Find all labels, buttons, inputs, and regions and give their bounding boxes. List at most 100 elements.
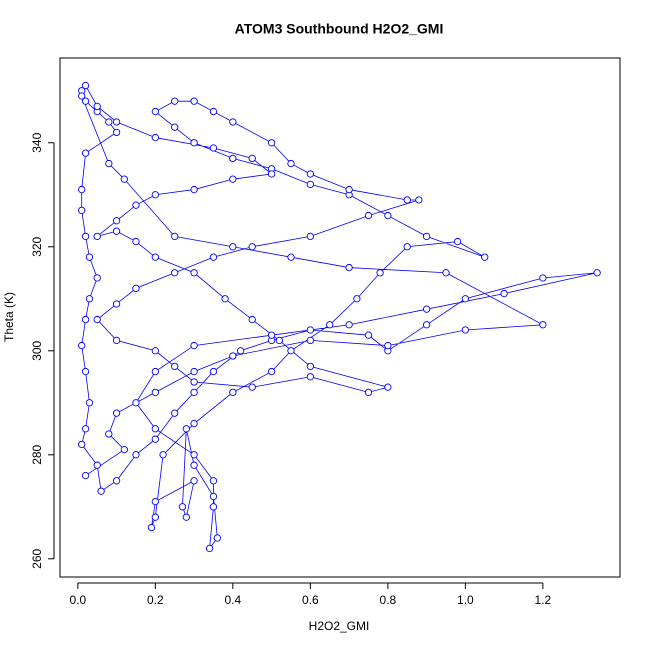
data-point (190, 269, 198, 277)
data-point (275, 336, 283, 345)
y-axis-label: Theta (K) (2, 292, 16, 342)
y-tick-label: 300 (30, 340, 44, 360)
x-tick-label: 0.0 (69, 593, 86, 607)
data-point (209, 144, 218, 152)
data-point (229, 388, 237, 397)
data-point (78, 92, 86, 100)
data-point (229, 352, 237, 360)
data-point (190, 388, 198, 397)
data-point (171, 97, 179, 105)
data-point (112, 227, 121, 235)
data-point (81, 97, 90, 105)
data-point (229, 175, 237, 183)
data-point (151, 388, 159, 397)
data-point (81, 315, 90, 324)
y-tick-label: 260 (30, 548, 44, 568)
data-point (78, 341, 86, 350)
data-point (112, 300, 121, 308)
x-tick-label: 0.2 (147, 593, 164, 607)
data-point (93, 461, 101, 469)
data-point (85, 399, 94, 407)
data-point (326, 321, 334, 329)
data-point (85, 295, 94, 303)
data-point (97, 487, 105, 495)
data-point (151, 107, 159, 116)
data-point (171, 409, 179, 417)
data-point (132, 284, 140, 293)
data-point (384, 383, 392, 391)
data-point (422, 321, 431, 329)
data-point (248, 243, 256, 251)
data-point (248, 154, 256, 163)
data-point (205, 544, 214, 553)
data-point (306, 170, 315, 178)
data-point (415, 196, 423, 204)
data-point (209, 477, 218, 485)
data-point (248, 315, 256, 324)
y-tick-label: 280 (30, 444, 44, 464)
data-point (132, 237, 140, 246)
data-point (539, 321, 547, 329)
data-point (93, 102, 101, 111)
data-point (384, 341, 392, 350)
x-axis-label: H2O2_GMI (309, 619, 370, 633)
data-point (461, 295, 470, 303)
data-point (221, 295, 229, 303)
data-point (93, 315, 101, 324)
data-point (500, 289, 508, 298)
data-point (364, 211, 373, 220)
data-point (287, 253, 295, 261)
data-point (364, 331, 373, 339)
data-point (178, 503, 187, 511)
data-point (306, 362, 315, 371)
data-point (171, 269, 179, 277)
data-point (182, 425, 190, 433)
data-point (593, 269, 601, 277)
data-point (267, 139, 276, 147)
data-point (267, 331, 276, 339)
data-point (81, 81, 90, 90)
data-point (105, 430, 113, 438)
data-point (190, 419, 198, 428)
data-point (306, 326, 315, 334)
data-point (209, 107, 218, 116)
data-point (287, 159, 295, 168)
data-point (190, 185, 198, 194)
data-point (539, 274, 547, 282)
data-point (345, 263, 353, 272)
data-point (190, 367, 198, 376)
data-point (481, 253, 489, 261)
data-point (190, 451, 198, 459)
data-point (151, 367, 159, 376)
data-point (85, 253, 94, 261)
data-point (132, 201, 140, 209)
data-point (112, 477, 121, 485)
chart-title: ATOM3 Southbound H2O2_GMI (235, 21, 444, 37)
data-point (287, 347, 295, 355)
data-point (306, 232, 315, 241)
plot-box (59, 57, 621, 578)
data-point (81, 232, 90, 241)
data-point (364, 388, 373, 397)
data-point (442, 269, 450, 277)
data-point (461, 326, 470, 334)
data-point (229, 118, 237, 126)
data-point (105, 118, 113, 126)
data-point (209, 503, 218, 511)
data-point (403, 243, 411, 251)
data-point (93, 274, 101, 282)
data-point (171, 232, 179, 241)
data-point (105, 159, 113, 168)
data-point (267, 170, 276, 178)
data-point (236, 347, 245, 355)
x-tick-label: 0.6 (302, 593, 319, 607)
data-point (229, 154, 237, 163)
data-point (182, 513, 190, 521)
data-point (403, 196, 411, 204)
data-point (190, 378, 198, 386)
data-point (81, 367, 90, 376)
data-point (78, 440, 86, 449)
data-point (209, 367, 218, 376)
data-point (132, 399, 140, 407)
